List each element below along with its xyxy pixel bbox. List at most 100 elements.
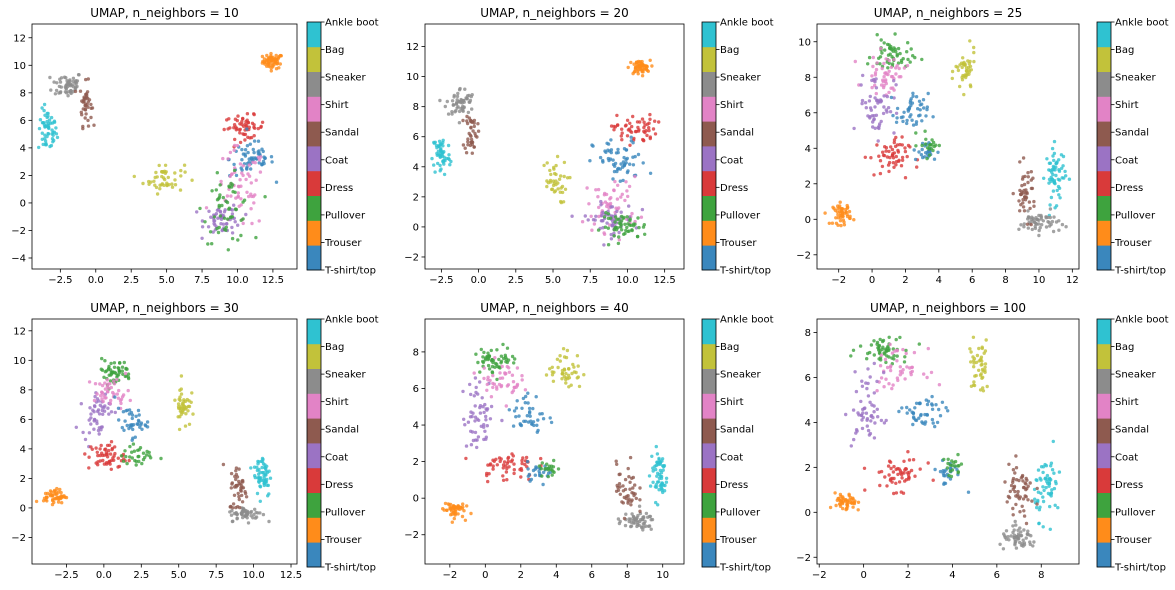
point-trouser <box>832 207 836 211</box>
point-sneaker <box>633 521 637 525</box>
point-t-shirt-top <box>248 142 252 146</box>
point-dress <box>890 480 894 484</box>
point-bag <box>187 422 192 426</box>
point-t-shirt-top <box>525 459 530 464</box>
point-t-shirt-top <box>930 394 934 399</box>
point-sneaker <box>69 82 73 87</box>
point-dress <box>651 127 656 131</box>
point-sandal <box>86 77 91 81</box>
point-dress <box>889 466 893 471</box>
point-dress <box>252 112 256 117</box>
colorbar-label: Dress <box>720 480 748 491</box>
colorbar-label: T-shirt/top <box>719 266 771 277</box>
point-coat <box>868 431 873 436</box>
point-ankle-boot <box>447 153 451 157</box>
point-sneaker <box>455 100 459 105</box>
point-dress <box>96 463 100 467</box>
point-t-shirt-top <box>113 395 117 399</box>
colorbar-segment <box>307 220 321 246</box>
point-trouser <box>841 214 845 218</box>
point-bag <box>550 187 554 192</box>
point-dress <box>862 466 867 470</box>
point-ankle-boot <box>658 484 662 488</box>
point-trouser <box>469 511 473 516</box>
point-sandal <box>1030 186 1035 191</box>
point-shirt <box>491 385 495 390</box>
point-trouser <box>43 491 48 496</box>
point-bag <box>961 73 965 78</box>
point-shirt <box>887 58 891 63</box>
point-coat <box>586 218 590 222</box>
point-bag <box>972 45 976 50</box>
point-sneaker <box>1037 218 1041 222</box>
point-pullover <box>505 346 510 350</box>
point-bag <box>969 360 973 364</box>
point-t-shirt-top <box>123 419 127 423</box>
point-t-shirt-top <box>900 406 904 410</box>
point-sandal <box>234 466 239 470</box>
point-sneaker <box>1033 220 1037 225</box>
point-t-shirt-top <box>527 411 532 415</box>
point-shirt <box>873 71 878 75</box>
point-bag <box>560 190 565 195</box>
point-shirt <box>889 364 893 368</box>
point-sneaker <box>48 75 52 80</box>
point-ankle-boot <box>263 463 267 467</box>
point-pullover <box>128 444 132 449</box>
colorbar-label: Sandal <box>1115 425 1149 436</box>
point-pullover <box>948 469 952 473</box>
point-dress <box>523 462 527 467</box>
point-pullover <box>625 215 629 219</box>
colorbar-segment <box>1097 121 1111 147</box>
point-sandal <box>1024 521 1029 526</box>
point-shirt <box>623 198 627 203</box>
point-ankle-boot <box>1047 479 1052 483</box>
point-bag <box>979 355 984 359</box>
colorbar-segment <box>1097 467 1111 493</box>
point-coat <box>612 231 616 235</box>
point-sandal <box>623 477 628 482</box>
point-dress <box>886 464 891 468</box>
point-bag <box>152 179 156 183</box>
point-pullover <box>544 466 548 470</box>
point-ankle-boot <box>249 466 253 470</box>
point-dress <box>87 455 91 459</box>
point-shirt <box>108 401 113 406</box>
colorbar-segment <box>702 195 716 221</box>
point-pullover <box>613 215 618 219</box>
point-coat <box>470 414 474 419</box>
point-sneaker <box>650 517 655 522</box>
point-sandal <box>1007 462 1011 466</box>
point-shirt <box>118 399 123 403</box>
point-sandal <box>81 100 85 104</box>
point-trouser <box>271 65 275 69</box>
point-pullover <box>549 464 554 468</box>
point-shirt <box>620 192 624 196</box>
point-shirt <box>105 378 110 382</box>
colorbar-segment <box>702 467 716 493</box>
point-dress <box>620 127 624 131</box>
point-shirt <box>258 170 263 174</box>
point-dress <box>891 470 896 474</box>
colorbar-label: Trouser <box>1114 535 1152 546</box>
point-shirt <box>887 382 891 386</box>
point-shirt <box>233 143 237 148</box>
point-pullover <box>904 348 908 353</box>
point-pullover <box>956 452 960 457</box>
point-shirt <box>580 220 585 224</box>
point-coat <box>876 139 880 143</box>
point-shirt <box>589 214 593 218</box>
point-shirt <box>874 67 879 72</box>
point-shirt <box>485 382 489 387</box>
point-shirt <box>236 194 240 198</box>
point-coat <box>600 214 604 218</box>
point-t-shirt-top <box>137 413 141 417</box>
point-sandal <box>84 77 88 82</box>
point-pullover <box>486 356 491 361</box>
point-t-shirt-top <box>127 408 132 412</box>
point-sandal <box>1021 497 1026 501</box>
point-shirt <box>592 222 597 226</box>
point-shirt <box>232 148 236 152</box>
point-coat <box>849 444 853 448</box>
point-pullover <box>894 337 898 342</box>
